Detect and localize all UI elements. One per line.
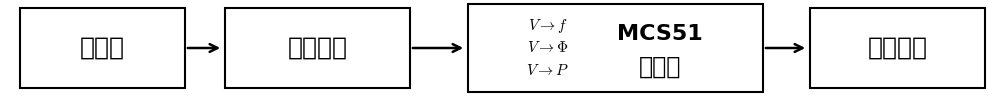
- Bar: [20, 8, 185, 88]
- Text: MCS51: MCS51: [617, 24, 703, 44]
- Text: $V\rightarrow\Phi$: $V\rightarrow\Phi$: [527, 41, 569, 55]
- Bar: [810, 8, 985, 88]
- Text: 传感器: 传感器: [80, 36, 125, 60]
- Text: $V\rightarrow f$: $V\rightarrow f$: [528, 17, 568, 35]
- Text: 单片机: 单片机: [639, 55, 681, 79]
- Text: 液晶显示: 液晶显示: [868, 36, 928, 60]
- Bar: [468, 4, 763, 92]
- Text: $V\rightarrow P$: $V\rightarrow P$: [526, 63, 570, 78]
- Bar: [225, 8, 410, 88]
- Text: 模数转换: 模数转换: [288, 36, 348, 60]
